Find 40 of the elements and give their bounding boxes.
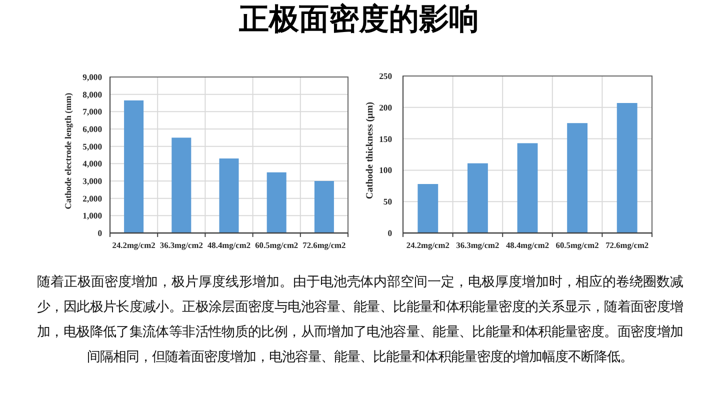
y-tick-label: 2,000 xyxy=(82,193,102,204)
y-tick-label: 5,000 xyxy=(82,141,102,152)
text: 随着正极面密度增加，极片厚度线形增加。由于电池壳体内部空间一定，电极厚度增加时，相应的卷绕圈数减少，因此极片长度减小。正极涂层面密度与电池容量、能量、比能量和体积能量密度的关系显示，随着面密度增加，电极降低了集流体等非活性物质的比例，从而增加了电池容量、能量、比能量和体积能量密度。面密度增加间隔相同，但随着面密度增加，电池容量、能量、比能量和体积能量密度的增加幅度不断降低。 xyxy=(37,273,683,366)
y-tick-label: 3,000 xyxy=(82,176,102,186)
x-tick-label: 72.6mg/cm2 xyxy=(606,241,649,250)
chart-title: 正极面密度的影响 xyxy=(238,1,480,39)
bar xyxy=(266,172,286,233)
x-tick-label: 60.5mg/cm2 xyxy=(255,241,298,250)
y-tick-label: 4,000 xyxy=(82,158,102,169)
y-tick-label: 1,000 xyxy=(82,210,102,221)
bar xyxy=(219,158,239,233)
x-tick-label: 60.5mg/cm2 xyxy=(556,241,599,250)
bar xyxy=(418,184,438,233)
y-tick-label: 6,000 xyxy=(82,124,102,134)
x-tick-label: 24.2mg/cm2 xyxy=(406,241,450,250)
x-tick-label: 24.2mg/cm2 xyxy=(112,241,156,250)
y-tick-label: 9,000 xyxy=(82,72,102,82)
y-tick-label: 150 xyxy=(379,134,392,144)
bar xyxy=(616,103,638,233)
y-axis-title: Cathode electrode length (mm) xyxy=(63,92,73,210)
bar xyxy=(517,143,538,233)
bar xyxy=(567,123,588,233)
y-tick-label: 7,000 xyxy=(82,106,102,117)
y-tick-label: 200 xyxy=(379,102,392,112)
bar xyxy=(314,181,334,233)
x-tick-label: 36.3mg/cm2 xyxy=(456,241,500,250)
y-tick-label: 0 xyxy=(98,228,102,238)
y-tick-label: 8,000 xyxy=(82,89,102,100)
x-tick-label: 48.4mg/cm2 xyxy=(207,241,251,250)
y-tick-label: 50 xyxy=(383,196,392,207)
x-tick-label: 48.4mg/cm2 xyxy=(506,241,550,250)
x-tick-label: 36.3mg/cm2 xyxy=(160,241,203,250)
bar xyxy=(467,163,488,233)
bar xyxy=(124,100,144,233)
y-axis-title: Cathode thickness (μm) xyxy=(364,102,376,200)
y-tick-label: 0 xyxy=(388,228,392,238)
y-tick-label: 250 xyxy=(379,71,392,81)
bar xyxy=(172,138,192,233)
x-tick-label: 72.6mg/cm2 xyxy=(302,241,346,250)
y-tick-label: 100 xyxy=(379,165,392,176)
